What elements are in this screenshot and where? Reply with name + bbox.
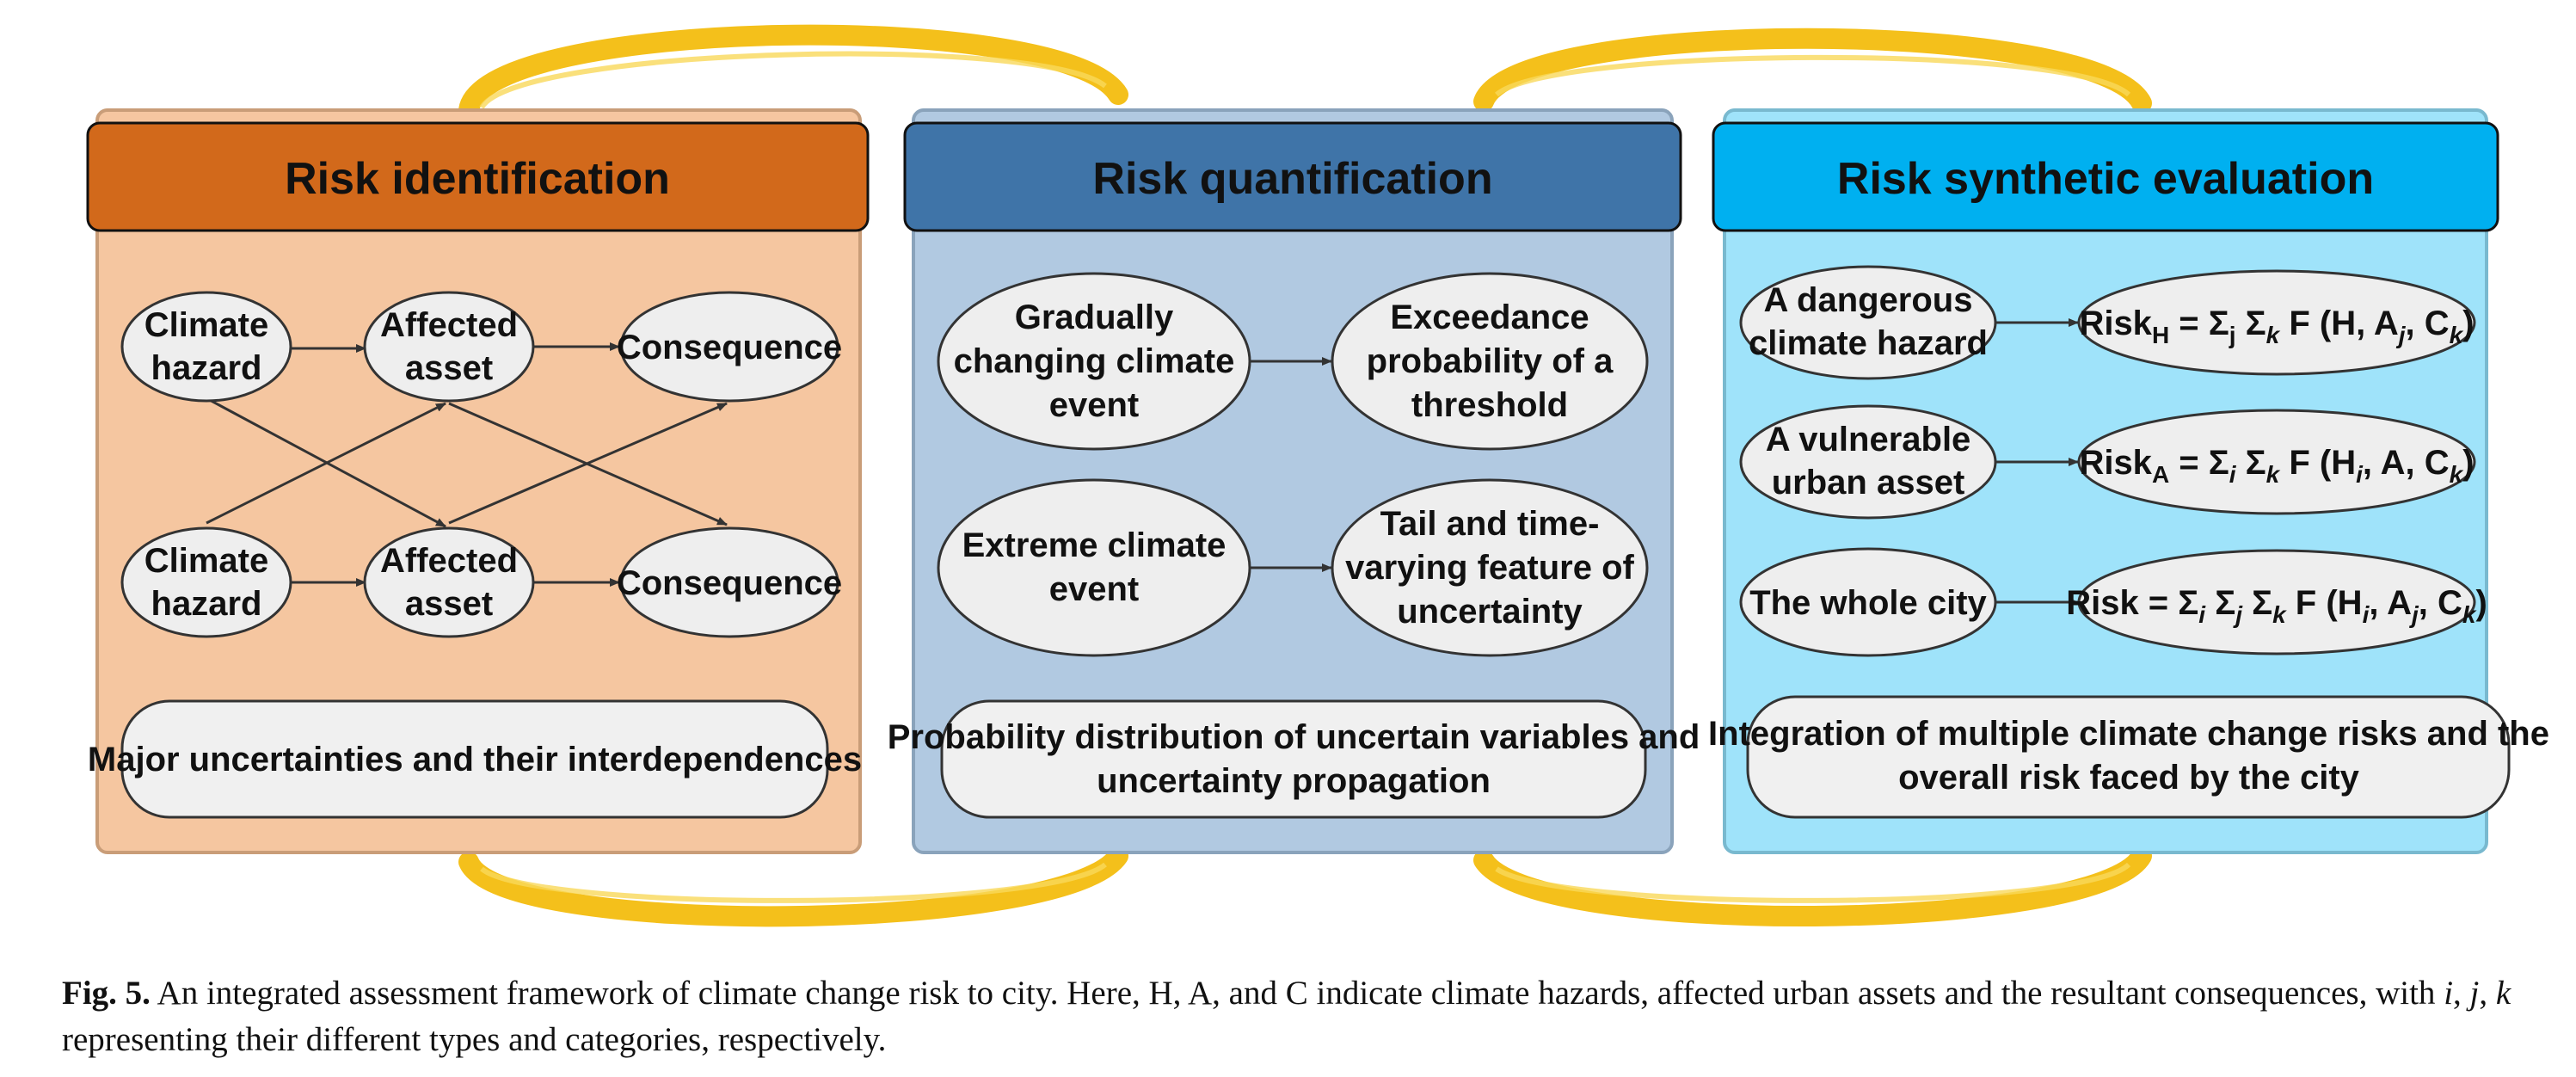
arrow <box>206 402 446 525</box>
node-label: Climate <box>144 306 269 344</box>
node-exceedance-probability: Exceedance probability of a threshold <box>1331 272 1649 451</box>
node-tail-time-varying: Tail and time-varying feature of uncertai… <box>1331 478 1649 657</box>
summary-text: uncertainty propagation <box>1097 762 1491 800</box>
arrow <box>448 402 728 525</box>
node-label: climate hazard <box>1749 324 1988 362</box>
arrows <box>1250 357 1332 572</box>
panel-title: Risk synthetic evaluation <box>1837 154 2374 204</box>
node-climate-hazard-1: Climate hazard <box>120 291 292 403</box>
node-label: A dangerous <box>1764 281 1973 319</box>
node-label: hazard <box>151 585 262 623</box>
node-label: Consequence <box>617 329 842 366</box>
figure-label: Fig. 5. <box>62 975 151 1012</box>
node-consequence-2: Consequence <box>617 526 842 638</box>
arrows <box>206 342 728 587</box>
node-label: uncertainty <box>1397 593 1583 631</box>
formula-risk-city: Risk = Σi Σj Σk F (Hi, Aj, Ck) <box>2066 549 2487 655</box>
loop-top-right <box>1473 28 2152 114</box>
svg-text:Tail and time-varying feature: Tail and time-varying feature of uncertai… <box>1345 505 1634 631</box>
node-whole-city: The whole city <box>1739 547 1997 657</box>
cycle-loops <box>458 24 2152 927</box>
node-label: event <box>1049 386 1140 424</box>
node-label: Affected <box>380 542 518 580</box>
svg-text:Integration of multiple climat: Integration of multiple climate change r… <box>1708 715 2549 797</box>
node-label: asset <box>405 585 493 623</box>
panel-body <box>95 108 862 854</box>
svg-text:RiskA = Σi Σk F (Hi, A, Ck): RiskA = Σi Σk F (Hi, A, Ck) <box>2079 444 2474 488</box>
summary-text: Major uncertainties and their interdepen… <box>88 741 862 779</box>
node-vulnerable-urban-asset: A vulnerable urban asset <box>1739 404 1997 520</box>
formula-risk-hazard: RiskH = Σj Σk F (H, Aj, Ck) <box>2077 269 2476 376</box>
panel-risk-quantification: Risk quantification Gradually changing cl… <box>888 108 1700 854</box>
summary-text: Integration of multiple climate change r… <box>1708 715 2549 753</box>
node-label: event <box>1049 570 1140 608</box>
formula-risk-asset: RiskA = Σi Σk F (Hi, A, Ck) <box>2077 409 2476 515</box>
node-label: Extreme climate <box>962 526 1227 564</box>
node-label: changing climate <box>954 342 1235 380</box>
loop-bottom-left <box>458 846 1128 927</box>
panel-title: Risk identification <box>285 154 670 204</box>
node-dangerous-climate-hazard: A dangerous climate hazard <box>1739 265 1997 380</box>
node-label: The whole city <box>1749 584 1987 622</box>
node-label: Climate <box>144 542 269 580</box>
summary-box: Probability distribution of uncertain va… <box>888 699 1700 819</box>
node-label: Consequence <box>617 564 842 602</box>
summary-text: overall risk faced by the city <box>1898 759 2360 797</box>
node-extreme-climate-event: Extreme climate event <box>937 478 1251 657</box>
node-label: Tail and time- <box>1380 505 1600 543</box>
node-label: asset <box>405 349 493 387</box>
node-label: probability of a <box>1367 342 1614 380</box>
panel-risk-synthetic-evaluation: Risk synthetic evaluation A dangerous cli… <box>1708 108 2549 854</box>
loop-top-left <box>458 24 1128 120</box>
panel-header <box>86 121 870 232</box>
node-label: hazard <box>151 349 262 387</box>
panel-header <box>903 121 1682 232</box>
panel-title: Risk quantification <box>1092 154 1492 204</box>
node-label: Gradually <box>1015 298 1174 336</box>
node-label: Affected <box>380 306 518 344</box>
svg-text:Consequence: Consequence <box>617 329 842 366</box>
svg-text:The whole city: The whole city <box>1749 584 1987 622</box>
node-affected-asset-1: Affected asset <box>363 291 535 403</box>
node-gradually-changing-event: Gradually changing climate event <box>937 272 1251 451</box>
node-consequence-1: Consequence <box>617 291 842 403</box>
figure-caption: Fig. 5. An integrated assessment framewo… <box>62 970 2565 1063</box>
summary-box: Integration of multiple climate change r… <box>1708 695 2549 819</box>
node-label: urban asset <box>1772 464 1965 502</box>
node-label: varying feature of <box>1345 549 1634 587</box>
svg-text:Consequence: Consequence <box>617 564 842 602</box>
node-affected-asset-2: Affected asset <box>363 526 535 638</box>
summary-box: Major uncertainties and their interdepen… <box>88 699 862 819</box>
framework-diagram: Risk identification Climate hazard Affect… <box>86 24 2549 927</box>
panel-risk-identification: Risk identification Climate hazard Affect… <box>86 108 870 854</box>
caption-text: An integrated assessment framework of cl… <box>62 975 2511 1058</box>
svg-text:Major uncertainties and their: Major uncertainties and their interdepen… <box>88 741 862 779</box>
loop-bottom-right <box>1473 846 2152 926</box>
panel-header <box>1712 121 2499 232</box>
node-label: Exceedance <box>1390 298 1589 336</box>
arrows <box>1995 318 2079 606</box>
summary-text: Probability distribution of uncertain va… <box>888 718 1700 756</box>
node-label: threshold <box>1411 386 1568 424</box>
node-climate-hazard-2: Climate hazard <box>120 526 292 638</box>
svg-text:Probability distribution of un: Probability distribution of uncertain va… <box>888 718 1700 800</box>
node-label: A vulnerable <box>1766 421 1971 458</box>
